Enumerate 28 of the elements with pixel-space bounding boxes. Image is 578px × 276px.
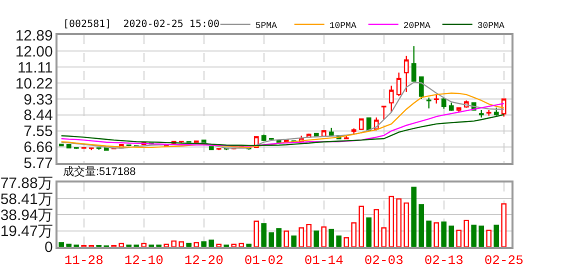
y-tick-label: 58.41万: [0, 190, 53, 208]
chart-title: 成交量:517188: [63, 165, 136, 178]
chart-title: [002581] 2020-02-25 15:00: [63, 19, 220, 30]
x-tick-label: 02-13: [424, 253, 464, 268]
y-tick-label: 0: [44, 239, 53, 256]
legend-label: 5PMA: [255, 20, 278, 31]
x-tick-label: 11-28: [64, 253, 104, 268]
x-tick-label: 12-20: [184, 253, 224, 268]
y-tick-label: 12.00: [15, 43, 53, 60]
legend-label: 30PMA: [477, 20, 505, 31]
y-tick-label: 11.11: [18, 59, 53, 76]
y-tick-label: 10.22: [15, 75, 53, 92]
y-tick-label: 8.44: [24, 107, 53, 124]
x-tick-label: 01-14: [304, 253, 344, 268]
x-tick-label: 01-02: [244, 253, 284, 268]
x-tick-label: 12-10: [124, 253, 164, 268]
x-tick-label: 02-25: [484, 253, 524, 268]
legend-label: 20PMA: [403, 20, 431, 31]
legend-label: 10PMA: [329, 20, 357, 31]
y-tick-label: 12.89: [15, 27, 53, 44]
y-tick-label: 6.66: [24, 139, 53, 156]
x-tick-label: 02-03: [364, 253, 404, 268]
y-tick-label: 7.55: [24, 123, 53, 140]
y-tick-label: 77.88万: [0, 174, 53, 192]
y-tick-label: 19.47万: [0, 223, 53, 240]
y-tick-label: 38.94万: [0, 206, 53, 224]
y-tick-label: 5.77: [24, 155, 53, 172]
y-tick-label: 9.33: [24, 91, 53, 108]
